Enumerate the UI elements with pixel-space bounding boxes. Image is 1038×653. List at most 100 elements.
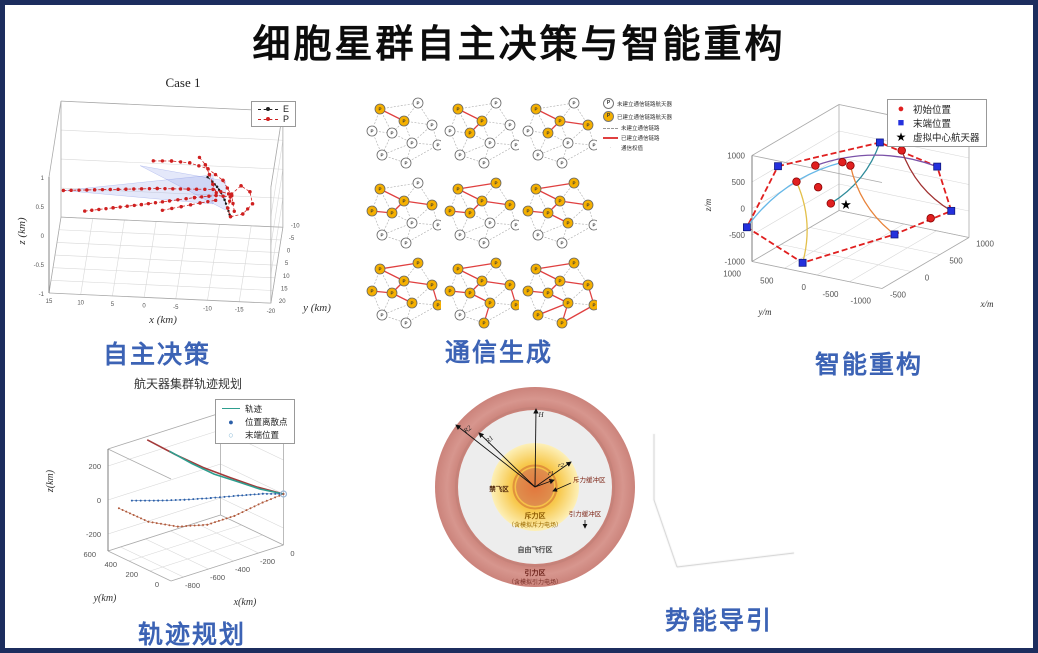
svg-text:P: P: [514, 143, 517, 148]
svg-text:引力区: 引力区: [525, 568, 546, 577]
legend-item: ○ 末端位置: [222, 428, 288, 441]
chart-autonomous-decision: Case 1 15 10 5 0 -5 -10 -15 -20 -10 -5 0 5 10 15 20 -1-…: [13, 71, 348, 335]
svg-text:P: P: [482, 161, 485, 166]
svg-text:P: P: [482, 321, 485, 326]
legend-item: 未建立通信链路: [603, 123, 672, 133]
legend-label: E: [283, 104, 290, 114]
svg-text:P: P: [592, 223, 595, 228]
svg-text:P: P: [370, 129, 373, 134]
black-star-icon: ★: [895, 130, 907, 144]
svg-text:500: 500: [949, 257, 963, 266]
svg-text:-5: -5: [173, 305, 179, 311]
svg-text:P: P: [416, 261, 419, 266]
trajectory-line-icon: [222, 408, 240, 409]
svg-text:0: 0: [287, 249, 291, 255]
svg-text:-500: -500: [729, 231, 746, 240]
svg-text:P: P: [566, 221, 569, 226]
network-frame: P P P P P P P P P P: [366, 257, 441, 329]
svg-text:P: P: [430, 123, 433, 128]
case1-title: Case 1: [165, 75, 201, 90]
svg-text:P: P: [404, 241, 407, 246]
svg-text:P: P: [430, 283, 433, 288]
svg-text:P: P: [592, 303, 595, 308]
svg-text:P: P: [488, 301, 491, 306]
svg-text:P: P: [558, 199, 561, 204]
legend-label: P: [283, 114, 290, 124]
svg-text:P: P: [448, 209, 451, 214]
legend-item: ■ 末端位置: [894, 116, 980, 130]
chart-trajectory-planning: 航天器集群轨迹规划 -800 -600 -400 -200 0 0 200 400 600 -20…: [33, 373, 338, 615]
svg-text:P: P: [514, 223, 517, 228]
svg-text:P: P: [572, 181, 575, 186]
dashed-link-icon: [603, 127, 618, 129]
svg-text:P: P: [370, 289, 373, 294]
network-frame: P P P P P P P P P P: [444, 257, 519, 329]
svg-text:1000: 1000: [727, 152, 745, 161]
legend-item: 轨迹: [222, 402, 288, 415]
svg-text:0: 0: [155, 580, 159, 589]
case1-legend: E P: [251, 101, 297, 127]
svg-text:P: P: [380, 153, 383, 158]
svg-text:P: P: [526, 289, 529, 294]
svg-text:引力缓冲区: 引力缓冲区: [569, 509, 602, 518]
svg-text:P: P: [482, 241, 485, 246]
reconfig-legend: ● 初始位置 ■ 末端位置 ★ 虚拟中心航天器: [887, 99, 987, 147]
svg-text:P: P: [416, 101, 419, 106]
svg-text:-15: -15: [235, 308, 244, 314]
section-label-decision: 自主决策: [103, 341, 212, 369]
trajectory-legend: 轨迹 ● 位置离散点 ○ 末端位置: [215, 399, 295, 444]
network-frame: P P P P P P P P P P: [522, 97, 597, 169]
chart-reconfiguration: -500 0 500 1000 1000 500 0 -500 -1000 -1000 -500 0 5…: [703, 93, 1033, 335]
svg-text:P: P: [370, 209, 373, 214]
svg-text:y(km): y(km): [93, 593, 117, 604]
svg-text:H: H: [537, 411, 544, 419]
legend-label: 末端位置: [913, 119, 952, 130]
svg-text:P: P: [380, 313, 383, 318]
network-frames: P P P P P P P P P P P P P P P P P P P P P P P P P P P P P P P P P P P P P P P P…: [363, 91, 597, 331]
svg-text:P: P: [586, 283, 589, 288]
svg-text:200: 200: [125, 570, 138, 579]
svg-text:200: 200: [88, 462, 101, 471]
legend-item: P 未建立通信链路航天器: [603, 97, 672, 110]
chart-communication-generation: P P P P P P P P P P P P P P P P P P P P P P P P P P P P P P P P P P P P P P P P…: [363, 91, 675, 335]
svg-text:P: P: [468, 211, 471, 216]
svg-text:P: P: [546, 291, 549, 296]
svg-text:-200: -200: [86, 530, 101, 539]
surface-canvas: [631, 391, 829, 599]
svg-text:P: P: [402, 119, 405, 124]
svg-text:0: 0: [925, 274, 930, 283]
legend-label: 未建立通信链路: [621, 126, 660, 132]
red-circle-icon: ●: [897, 103, 905, 115]
svg-text:y (km): y (km): [302, 302, 331, 314]
svg-text:500: 500: [732, 178, 746, 187]
svg-text:P: P: [536, 313, 539, 318]
svg-text:400: 400: [104, 560, 117, 569]
network-legend: P 未建立通信链路航天器 P 已建立通信链路航天器 未建立通信链路 已建立通信链…: [603, 97, 672, 153]
svg-text:r2: r2: [558, 462, 565, 469]
svg-text:（含模拟引力电场）: （含模拟引力电场）: [508, 578, 562, 586]
svg-text:P: P: [378, 187, 381, 192]
svg-text:P: P: [458, 153, 461, 158]
legend-label: 已建立通信链路航天器: [617, 114, 673, 121]
svg-text:P: P: [592, 143, 595, 148]
legend-label: 初始位置: [913, 105, 952, 116]
svg-text:P: P: [456, 267, 459, 272]
svg-text:0: 0: [290, 549, 294, 558]
svg-text:P: P: [456, 187, 459, 192]
heatmap-canvas: [817, 393, 1033, 595]
legend-item: P 已建立通信链路航天器: [603, 110, 672, 123]
svg-text:P: P: [526, 209, 529, 214]
svg-text:P: P: [514, 303, 517, 308]
svg-text:0: 0: [41, 234, 45, 240]
svg-text:P: P: [436, 303, 439, 308]
svg-text:P: P: [586, 123, 589, 128]
svg-text:P: P: [402, 199, 405, 204]
svg-text:P: P: [494, 101, 497, 106]
svg-text:x (km): x (km): [148, 314, 177, 326]
section-label-trajectory: 轨迹规划: [138, 621, 247, 649]
svg-text:500: 500: [760, 276, 774, 285]
svg-text:P: P: [566, 301, 569, 306]
svg-text:5: 5: [111, 302, 115, 308]
